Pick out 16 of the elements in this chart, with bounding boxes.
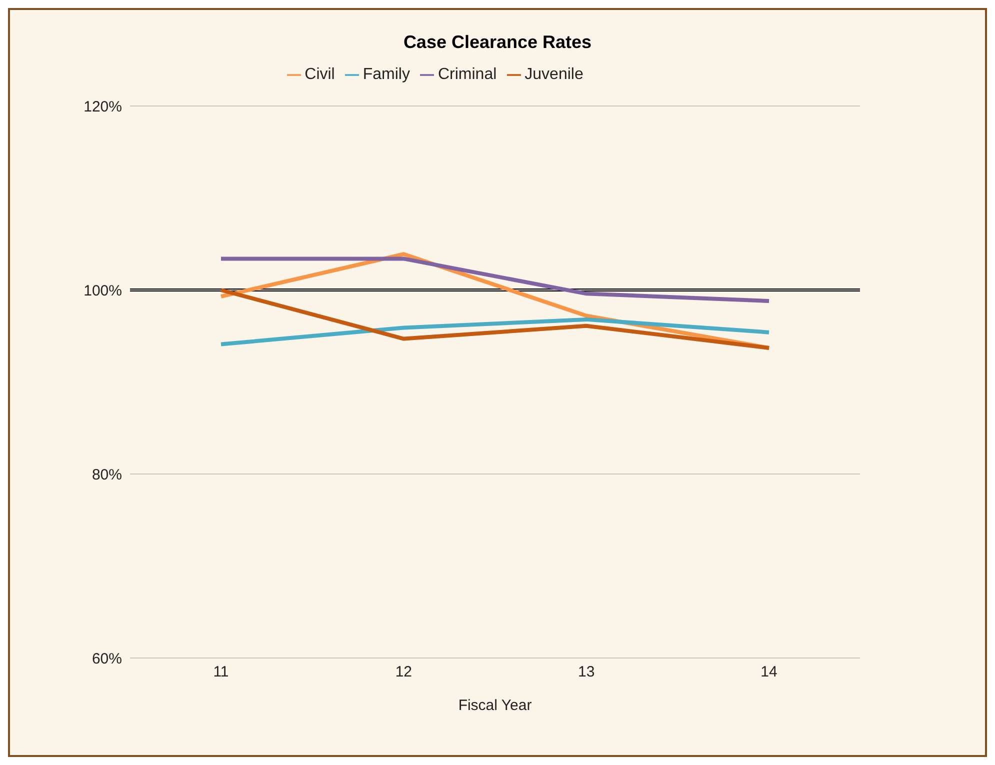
x-tick-label: 12 [395, 664, 412, 681]
y-tick-label: 60% [92, 650, 122, 668]
x-tick-label: 11 [213, 664, 229, 681]
legend-label: Civil [304, 66, 335, 83]
chart-title: Case Clearance Rates [402, 31, 593, 54]
line-series [219, 288, 771, 350]
y-tick-label: 80% [92, 466, 122, 484]
x-tick-label: 13 [578, 664, 595, 681]
x-tick-label: 14 [760, 664, 778, 681]
line-series [219, 317, 771, 346]
legend-label: Criminal [438, 66, 497, 83]
legend-label: Family [362, 66, 410, 83]
y-tick-label: 120% [84, 98, 122, 116]
x-axis-title: Fiscal Year [458, 697, 532, 714]
y-tick-label: 100% [84, 282, 122, 300]
legend-label: Juvenile [524, 66, 584, 83]
